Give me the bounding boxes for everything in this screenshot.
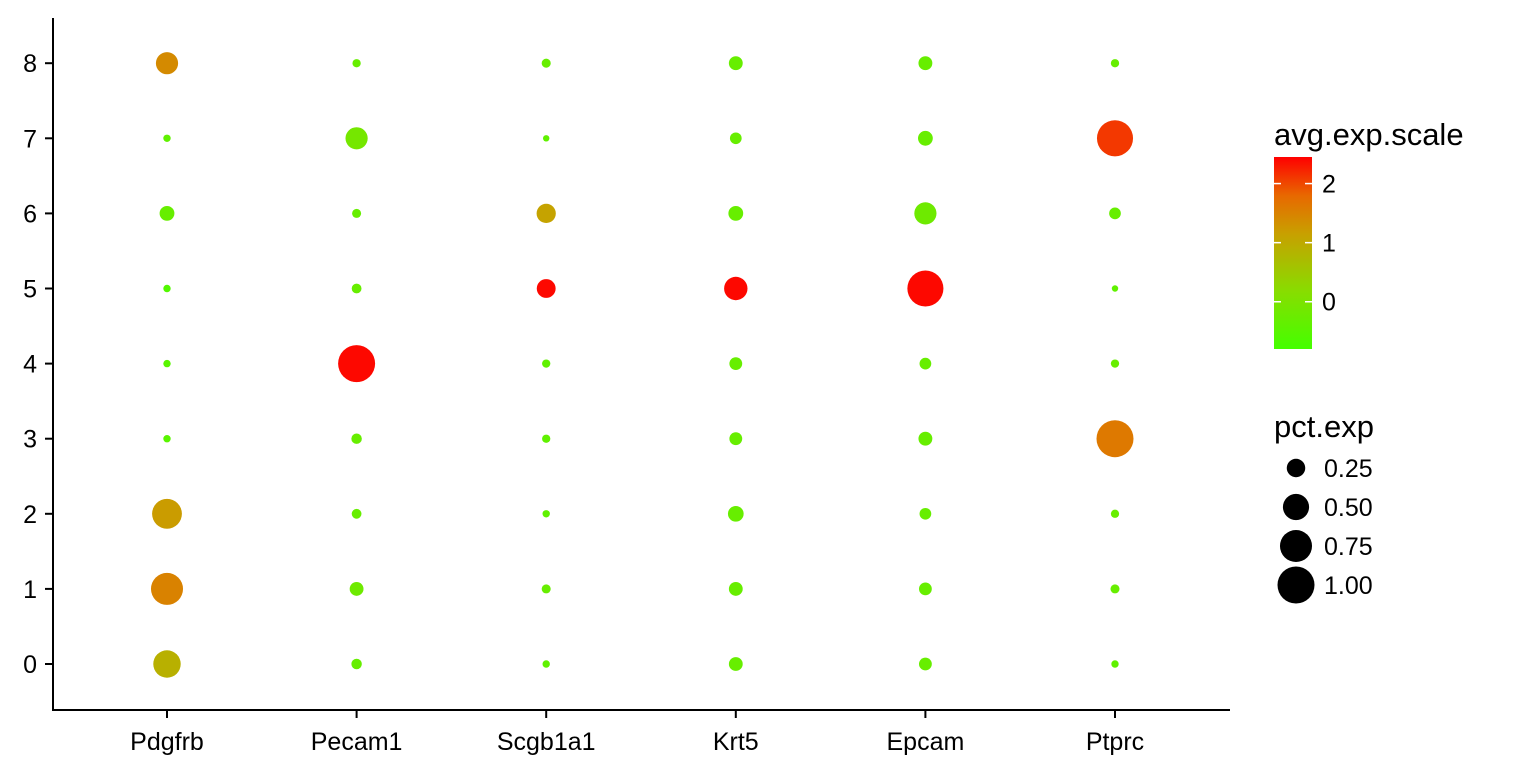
y-tick-label: 0 — [23, 651, 37, 679]
point-pecam1-cluster-6 — [352, 208, 362, 218]
size-legend-title: pct.exp — [1274, 409, 1374, 444]
size-legend-label: 0.25 — [1324, 455, 1373, 483]
y-tick-label: 1 — [23, 576, 37, 604]
size-legend-label: 1.00 — [1324, 572, 1373, 600]
point-ptprc-cluster-3 — [1096, 420, 1134, 458]
size-legend-dot — [1279, 529, 1313, 563]
point-krt5-cluster-1 — [728, 581, 743, 596]
point-scgb1a1-cluster-4 — [542, 359, 551, 368]
y-tick-label: 8 — [23, 50, 37, 78]
point-scgb1a1-cluster-8 — [541, 58, 551, 68]
point-ptprc-cluster-4 — [1110, 359, 1120, 368]
plot-panel: 0 1 2 3 4 5 6 7 8 Pdgfrb Pecam1 Scgb1a1 Krt5 Epcam Pt… — [23, 18, 1230, 756]
x-tick-label: Pdgfrb — [130, 728, 204, 756]
point-epcam-cluster-8 — [918, 56, 933, 71]
x-tick-label: Scgb1a1 — [497, 728, 596, 756]
x-tick-label: Epcam — [886, 728, 964, 756]
x-axis-ticks: Pdgfrb Pecam1 Scgb1a1 Krt5 Epcam Ptprc — [130, 710, 1144, 756]
y-tick-label: 2 — [23, 501, 37, 529]
point-krt5-cluster-5 — [724, 276, 748, 301]
point-epcam-cluster-0 — [918, 657, 932, 671]
point-pecam1-cluster-2 — [351, 508, 362, 519]
y-axis-ticks: 0 1 2 3 4 5 6 7 8 — [23, 50, 53, 679]
color-legend: avg.exp.scale 0 1 2 — [1274, 117, 1464, 349]
point-ptprc-cluster-7 — [1096, 120, 1134, 157]
point-krt5-cluster-3 — [729, 432, 743, 446]
size-legend-label: 0.75 — [1324, 533, 1373, 561]
y-tick-label: 5 — [23, 276, 37, 304]
point-pecam1-cluster-8 — [352, 59, 361, 68]
point-pecam1-cluster-5 — [351, 283, 362, 294]
point-ptprc-cluster-1 — [1110, 584, 1120, 594]
point-pecam1-cluster-0 — [351, 658, 362, 670]
size-legend: pct.exp 0.25 0.50 0.75 1.00 — [1274, 409, 1374, 604]
point-ptprc-cluster-8 — [1110, 59, 1120, 68]
size-legend-keys: 0.25 0.50 0.75 1.00 — [1277, 455, 1373, 604]
point-krt5-cluster-2 — [727, 505, 744, 522]
point-ptprc-cluster-0 — [1111, 660, 1119, 668]
point-krt5-cluster-7 — [729, 132, 742, 145]
y-tick-label: 3 — [23, 426, 37, 454]
point-scgb1a1-cluster-6 — [536, 203, 556, 224]
point-krt5-cluster-0 — [728, 657, 743, 671]
size-legend-dot — [1282, 493, 1310, 521]
point-pdgfrb-cluster-8 — [155, 52, 179, 75]
point-pdgfrb-cluster-2 — [152, 498, 182, 529]
color-tick-label: 1 — [1322, 230, 1336, 258]
y-tick-label: 6 — [23, 200, 37, 228]
size-legend-dot — [1277, 566, 1315, 604]
point-scgb1a1-cluster-3 — [542, 434, 551, 443]
color-legend-bar — [1274, 157, 1312, 349]
point-epcam-cluster-7 — [918, 130, 933, 146]
point-krt5-cluster-8 — [728, 56, 743, 71]
point-pecam1-cluster-1 — [349, 581, 364, 596]
point-scgb1a1-cluster-2 — [542, 510, 550, 518]
point-pdgfrb-cluster-3 — [163, 435, 171, 443]
point-epcam-cluster-5 — [907, 270, 944, 307]
point-pdgfrb-cluster-4 — [163, 359, 171, 368]
point-epcam-cluster-4 — [919, 357, 932, 370]
point-pdgfrb-cluster-5 — [163, 284, 171, 293]
point-ptprc-cluster-2 — [1110, 509, 1120, 518]
point-pdgfrb-cluster-0 — [153, 650, 181, 678]
point-pdgfrb-cluster-1 — [150, 572, 184, 605]
point-ptprc-cluster-5 — [1111, 285, 1119, 292]
point-krt5-cluster-4 — [729, 357, 743, 371]
y-tick-label: 4 — [23, 351, 37, 379]
size-legend-label: 0.50 — [1324, 494, 1373, 522]
color-legend-title: avg.exp.scale — [1274, 117, 1464, 152]
point-pecam1-cluster-7 — [345, 127, 368, 150]
color-legend-ticks: 0 1 2 — [1274, 171, 1336, 317]
x-tick-label: Krt5 — [713, 728, 759, 756]
point-ptprc-cluster-6 — [1109, 207, 1121, 220]
y-tick-label: 7 — [23, 125, 37, 153]
x-tick-label: Pecam1 — [311, 728, 403, 756]
color-tick-label: 0 — [1322, 289, 1336, 317]
point-pdgfrb-cluster-7 — [163, 134, 171, 142]
point-epcam-cluster-2 — [919, 507, 932, 520]
point-scgb1a1-cluster-0 — [542, 660, 550, 668]
size-legend-dot — [1286, 458, 1306, 478]
point-pdgfrb-cluster-6 — [159, 206, 175, 221]
point-scgb1a1-cluster-7 — [542, 135, 550, 142]
point-epcam-cluster-1 — [918, 582, 932, 596]
point-pecam1-cluster-4 — [338, 345, 376, 383]
point-scgb1a1-cluster-1 — [541, 584, 551, 594]
point-epcam-cluster-3 — [918, 431, 933, 446]
color-tick-label: 2 — [1322, 171, 1336, 199]
point-pecam1-cluster-3 — [351, 433, 362, 444]
point-krt5-cluster-6 — [728, 206, 744, 221]
point-epcam-cluster-6 — [914, 202, 937, 225]
points-layer — [150, 52, 1134, 678]
point-scgb1a1-cluster-5 — [536, 279, 556, 298]
x-tick-label: Ptprc — [1086, 728, 1144, 756]
